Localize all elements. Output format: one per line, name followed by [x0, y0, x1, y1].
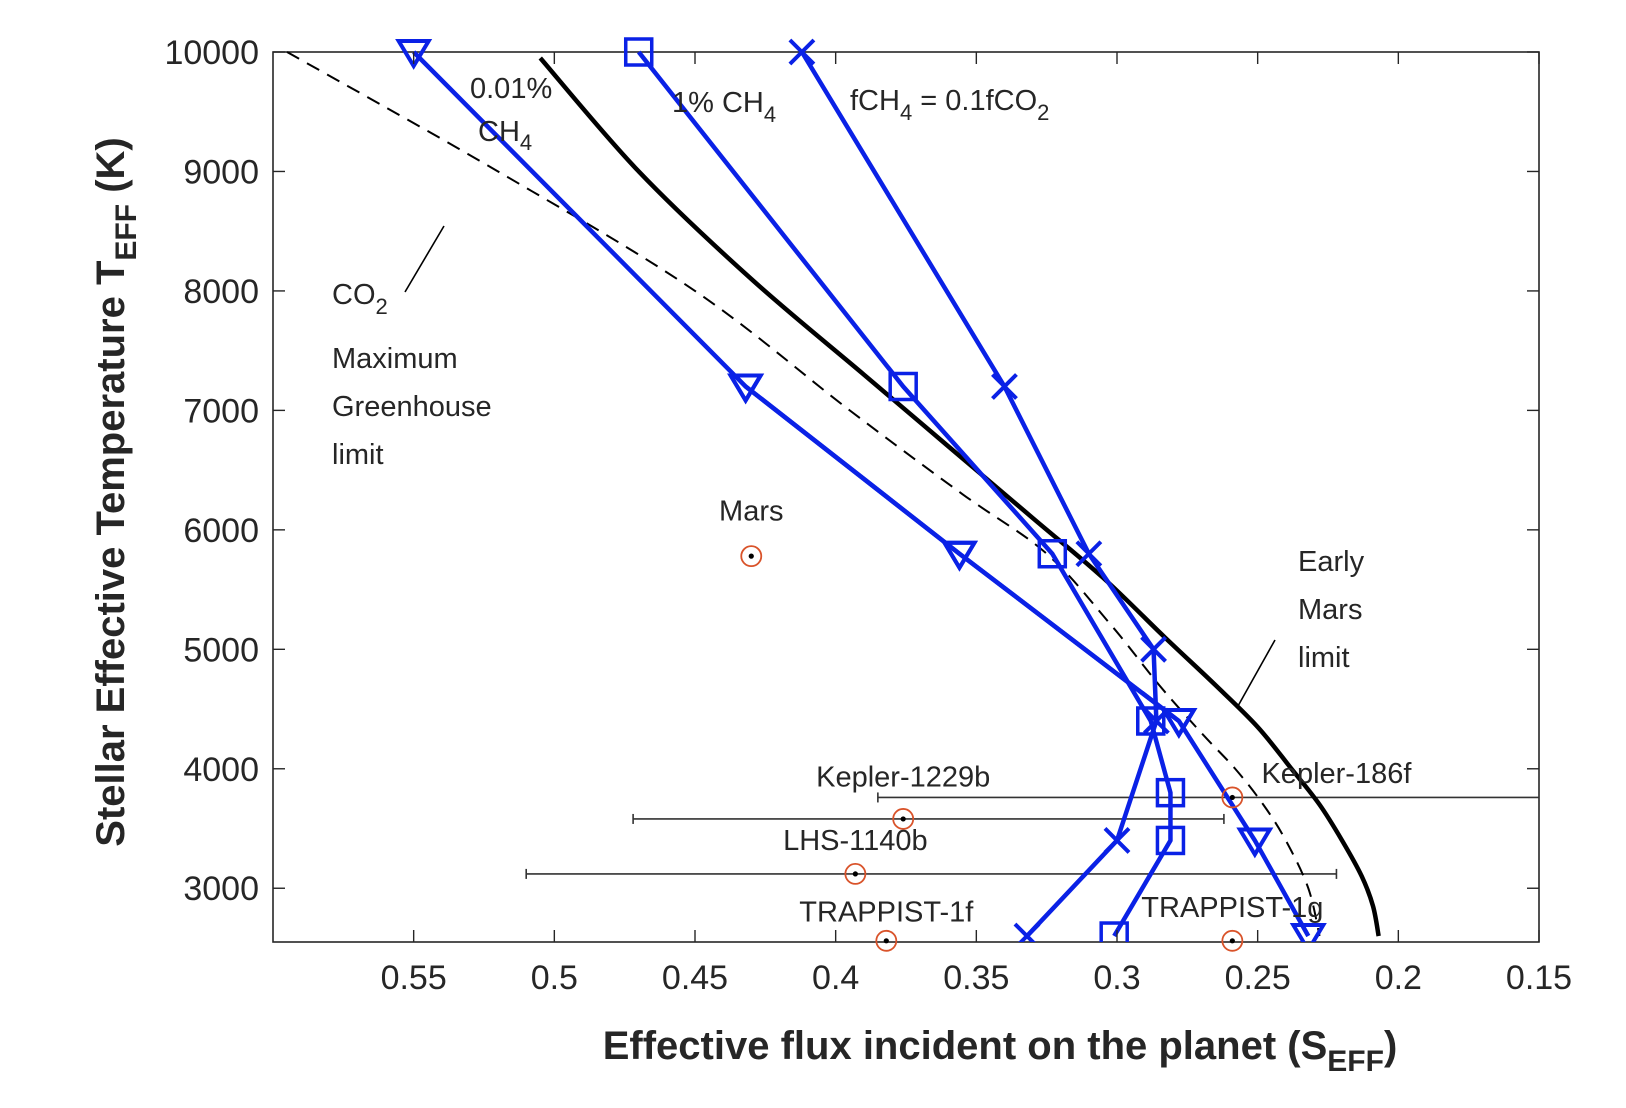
planet-label-trappist-1g: TRAPPIST-1g	[1141, 892, 1323, 924]
marker-square	[1155, 825, 1186, 856]
x-tick-label: 0.4	[812, 959, 859, 997]
marker-square	[1155, 777, 1186, 808]
planet-marker-kepler-1229b	[892, 808, 915, 830]
planet-label-kepler-1229b: Kepler-1229b	[816, 762, 990, 794]
marker-triangle	[395, 39, 433, 70]
marker-square	[1037, 538, 1068, 569]
marker-triangle	[1236, 827, 1274, 859]
marker-triangle	[1289, 923, 1327, 942]
planet-dot-trappist-1g	[1229, 938, 1235, 944]
annot-ch4-low-line2: CH4	[478, 116, 532, 155]
annot-fch4: fCH4 = 0.1fCO2	[850, 85, 1049, 125]
planet-marker-mars	[740, 545, 763, 568]
marker-triangle	[727, 373, 765, 405]
marker-x	[1013, 922, 1041, 942]
planet-label-lhs-1140b: LHS-1140b	[783, 825, 928, 857]
x-tick-label: 0.25	[1225, 959, 1291, 997]
y-tick-label: 5000	[183, 631, 259, 669]
x-tick-label: 0.45	[662, 959, 728, 997]
y-tick-label: 9000	[183, 153, 259, 191]
early-leader-line	[1237, 639, 1276, 707]
annot-co2-line3: Greenhouse	[332, 391, 492, 423]
marker-triangle	[940, 540, 978, 572]
plot-frame	[272, 51, 1540, 943]
y-tick-label: 6000	[183, 512, 259, 550]
annot-ch4-low-line1: 0.01%	[470, 73, 552, 105]
planet-marker-trappist-1g	[1221, 929, 1244, 952]
y-tick-label: 3000	[183, 870, 259, 908]
planet-dot-kepler-1229b	[900, 816, 906, 822]
marker-x	[788, 38, 816, 66]
annot-early-line3: limit	[1298, 642, 1350, 674]
y-tick-label: 7000	[183, 392, 259, 430]
series-early-mars-limit	[538, 56, 1381, 937]
series-1-ch4	[636, 50, 1173, 938]
annot-co2-line2: Maximum	[332, 343, 458, 375]
marker-square	[623, 37, 654, 67]
x-tick-label: 0.35	[943, 959, 1009, 997]
marker-triangle	[1160, 707, 1198, 739]
planet-label-trappist-1f: TRAPPIST-1f	[799, 897, 974, 929]
planet-dot-kepler-186f	[1229, 794, 1235, 801]
series-group	[286, 37, 1539, 942]
x-tick-label: 0.15	[1506, 959, 1572, 997]
series-0-01-ch4-return-	[744, 384, 1181, 723]
x-tick-label: 0.5	[531, 959, 578, 997]
annot-early-line1: Early	[1298, 546, 1365, 578]
co2-leader-line	[404, 225, 445, 293]
ticks: 0.55 0.5 0.45 0.4 0.35 0.3 0.25 0.2 0.15 3000 4000…	[164, 34, 1572, 997]
planet-dot-lhs-1140b	[852, 871, 858, 877]
marker-x	[991, 373, 1018, 400]
annotations: 0.01% CH4 1% CH4 fCH4 = 0.1fCO2 CO2 Maxi…	[332, 73, 1365, 707]
y-tick-label: 10000	[164, 34, 259, 72]
marker-x	[1103, 827, 1131, 854]
marker-square	[1099, 921, 1129, 942]
planet-label-kepler-186f: Kepler-186f	[1261, 758, 1412, 790]
marker-square	[888, 371, 918, 402]
y-tick-label: 4000	[183, 751, 259, 789]
x-axis-title: Effective flux incident on the planet (S…	[603, 1024, 1398, 1078]
planet-marker-kepler-186f	[1221, 786, 1244, 809]
y-tick-label: 8000	[183, 273, 259, 311]
planet-dot-trappist-1f	[883, 938, 889, 944]
planet-marker-lhs-1140b	[844, 863, 867, 885]
planet-label-mars: Mars	[719, 495, 783, 527]
annot-co2-line4: limit	[332, 439, 384, 471]
annot-early-line2: Mars	[1298, 594, 1362, 626]
x-tick-label: 0.3	[1093, 959, 1140, 997]
x-tick-label: 0.55	[381, 959, 447, 997]
plot-area: Mars Kepler-1229b Kepler-186f LHS-1140b TRAP…	[272, 37, 1540, 952]
annot-ch4-mid: 1% CH4	[672, 87, 776, 127]
y-axis-title: Stellar Effective Temperature TEFF (K)	[89, 137, 143, 846]
annot-co2-line1: CO2	[332, 279, 388, 319]
marker-x	[1142, 707, 1170, 735]
planet-marker-trappist-1f	[875, 929, 898, 952]
x-tick-label: 0.2	[1375, 959, 1422, 997]
marker-x	[1140, 635, 1167, 663]
marker-x	[1075, 540, 1103, 568]
planet-dot-mars	[748, 553, 754, 559]
